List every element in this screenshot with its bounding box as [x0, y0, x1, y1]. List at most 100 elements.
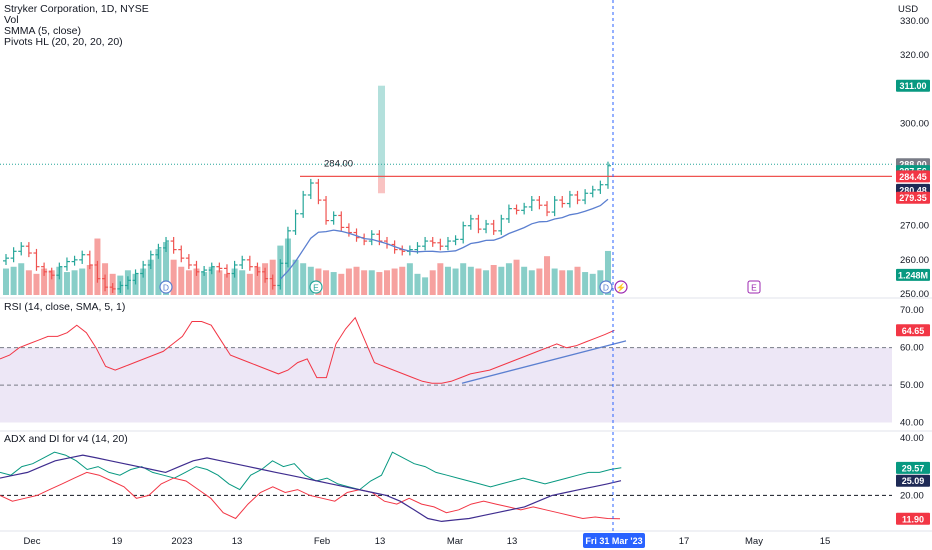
ohlc-bar — [33, 248, 40, 271]
volume-bars — [3, 238, 611, 295]
volume-bar — [185, 270, 192, 295]
time-tick-label: 2023 — [171, 536, 192, 547]
ohlc-bar — [18, 242, 25, 256]
time-tick-label: Feb — [314, 536, 330, 547]
pivot-high-label: 284.00 — [324, 158, 353, 169]
ohlc-bar — [483, 219, 490, 234]
volume-bar — [513, 259, 520, 295]
ohlc-bar — [216, 262, 223, 273]
adx-pane — [0, 451, 892, 523]
ohlc-bar — [10, 247, 17, 263]
volume-bar — [521, 266, 528, 295]
adx-tag-label: 29.57 — [902, 463, 925, 473]
volume-bar — [384, 270, 390, 295]
volume-bar — [483, 270, 490, 295]
volume-bar — [25, 270, 32, 295]
volume-bar — [604, 250, 611, 295]
ohlc-bar — [536, 196, 543, 210]
ohlc-bar — [604, 161, 611, 189]
rsi-trendline — [461, 340, 627, 384]
volume-bar — [399, 266, 406, 295]
ohlc-bar — [124, 276, 131, 290]
volume-bar — [368, 270, 375, 295]
adx-tag — [896, 461, 930, 474]
ohlc-bar — [513, 204, 520, 215]
ohlc-bar — [307, 178, 314, 200]
price-tick-label: 320.00 — [900, 50, 929, 61]
volume-bar — [444, 266, 451, 295]
volume-bar — [544, 256, 551, 295]
ohlc-bar — [262, 267, 269, 283]
time-tick-label: 13 — [375, 536, 386, 547]
smma-line — [279, 198, 609, 280]
event-marker: D — [599, 280, 613, 294]
volume-bar — [140, 268, 147, 295]
event-marker: E — [747, 280, 761, 294]
volume-bar — [323, 270, 330, 295]
price-tick-label: 330.00 — [900, 16, 929, 27]
ohlc-bar — [269, 274, 276, 290]
event-marker-circle — [159, 280, 173, 294]
ohlc-bar — [490, 219, 497, 235]
legend-smma[interactable]: SMMA (5, close) — [4, 25, 82, 37]
price-overlays: 284.00 D E D ⚡ E — [0, 158, 892, 294]
ohlc-bar — [117, 281, 124, 293]
legend-rsi[interactable]: RSI (14, close, SMA, 5, 1) — [4, 301, 126, 313]
volume-bar — [239, 270, 246, 295]
ohlc-bar — [505, 204, 512, 223]
ohlc-bar — [254, 262, 261, 276]
legend-vol[interactable]: Vol — [4, 14, 19, 26]
ohlc-bar — [429, 236, 436, 247]
volume-bar — [475, 268, 482, 295]
di-plus-line — [0, 451, 622, 491]
price-tick-label: 260.00 — [900, 255, 929, 266]
time-tick-label: May — [745, 536, 763, 547]
ohlc-bar — [86, 250, 93, 270]
ohlc-bar — [353, 228, 360, 242]
adx-tick-label: 40.00 — [900, 433, 924, 444]
legend-adx[interactable]: ADX and DI for v4 (14, 20) — [4, 433, 128, 445]
ohlc-bar — [597, 180, 604, 194]
volume-bar — [223, 273, 230, 295]
legend-pivots[interactable]: Pivots HL (20, 20, 20, 20) — [4, 36, 123, 48]
ohlc-bar — [246, 255, 253, 271]
ohlc-bar — [475, 214, 482, 234]
adx-tag — [896, 474, 930, 487]
volume-bar — [18, 263, 25, 295]
ohlc-bar — [498, 214, 505, 235]
ohlc-bar — [208, 262, 215, 275]
rsi-tick-label: 50.00 — [900, 380, 924, 391]
volume-bar — [566, 270, 573, 295]
time-tick-label: 19 — [112, 536, 123, 547]
rsi-tick-label: 70.00 — [900, 305, 924, 316]
event-marker: D — [159, 280, 173, 294]
ohlc-bar — [178, 245, 185, 263]
volume-bar — [48, 270, 55, 295]
ohlc-bar — [574, 190, 581, 205]
currency-label: USD — [898, 4, 919, 15]
volume-bar — [391, 268, 398, 295]
legend-title[interactable]: Stryker Corporation, 1D, NYSE — [4, 3, 149, 15]
pivot-high-bar — [378, 85, 385, 178]
ohlc-bar — [170, 236, 177, 254]
ohlc-bar — [300, 190, 307, 218]
volume-bar — [437, 263, 444, 295]
price-tick-label: 250.00 — [900, 289, 929, 300]
ohlc-bar — [109, 283, 116, 293]
volume-bar — [414, 273, 421, 295]
ohlc-bar — [155, 243, 162, 259]
volume-bar — [33, 273, 40, 295]
ohlc-bar — [315, 178, 322, 205]
price-tag — [896, 268, 930, 281]
ohlc-bar — [284, 226, 291, 268]
volume-bar — [208, 266, 215, 295]
volume-bar — [498, 266, 505, 295]
ohlc-bar — [132, 269, 139, 285]
ohlc-bar — [467, 214, 474, 230]
price-tag-label: 1.248M — [898, 270, 928, 280]
volume-bar — [330, 272, 337, 295]
adx-tag-label: 11.90 — [902, 514, 924, 524]
ohlc-bar — [589, 185, 596, 198]
event-marker-label: D — [603, 283, 609, 293]
